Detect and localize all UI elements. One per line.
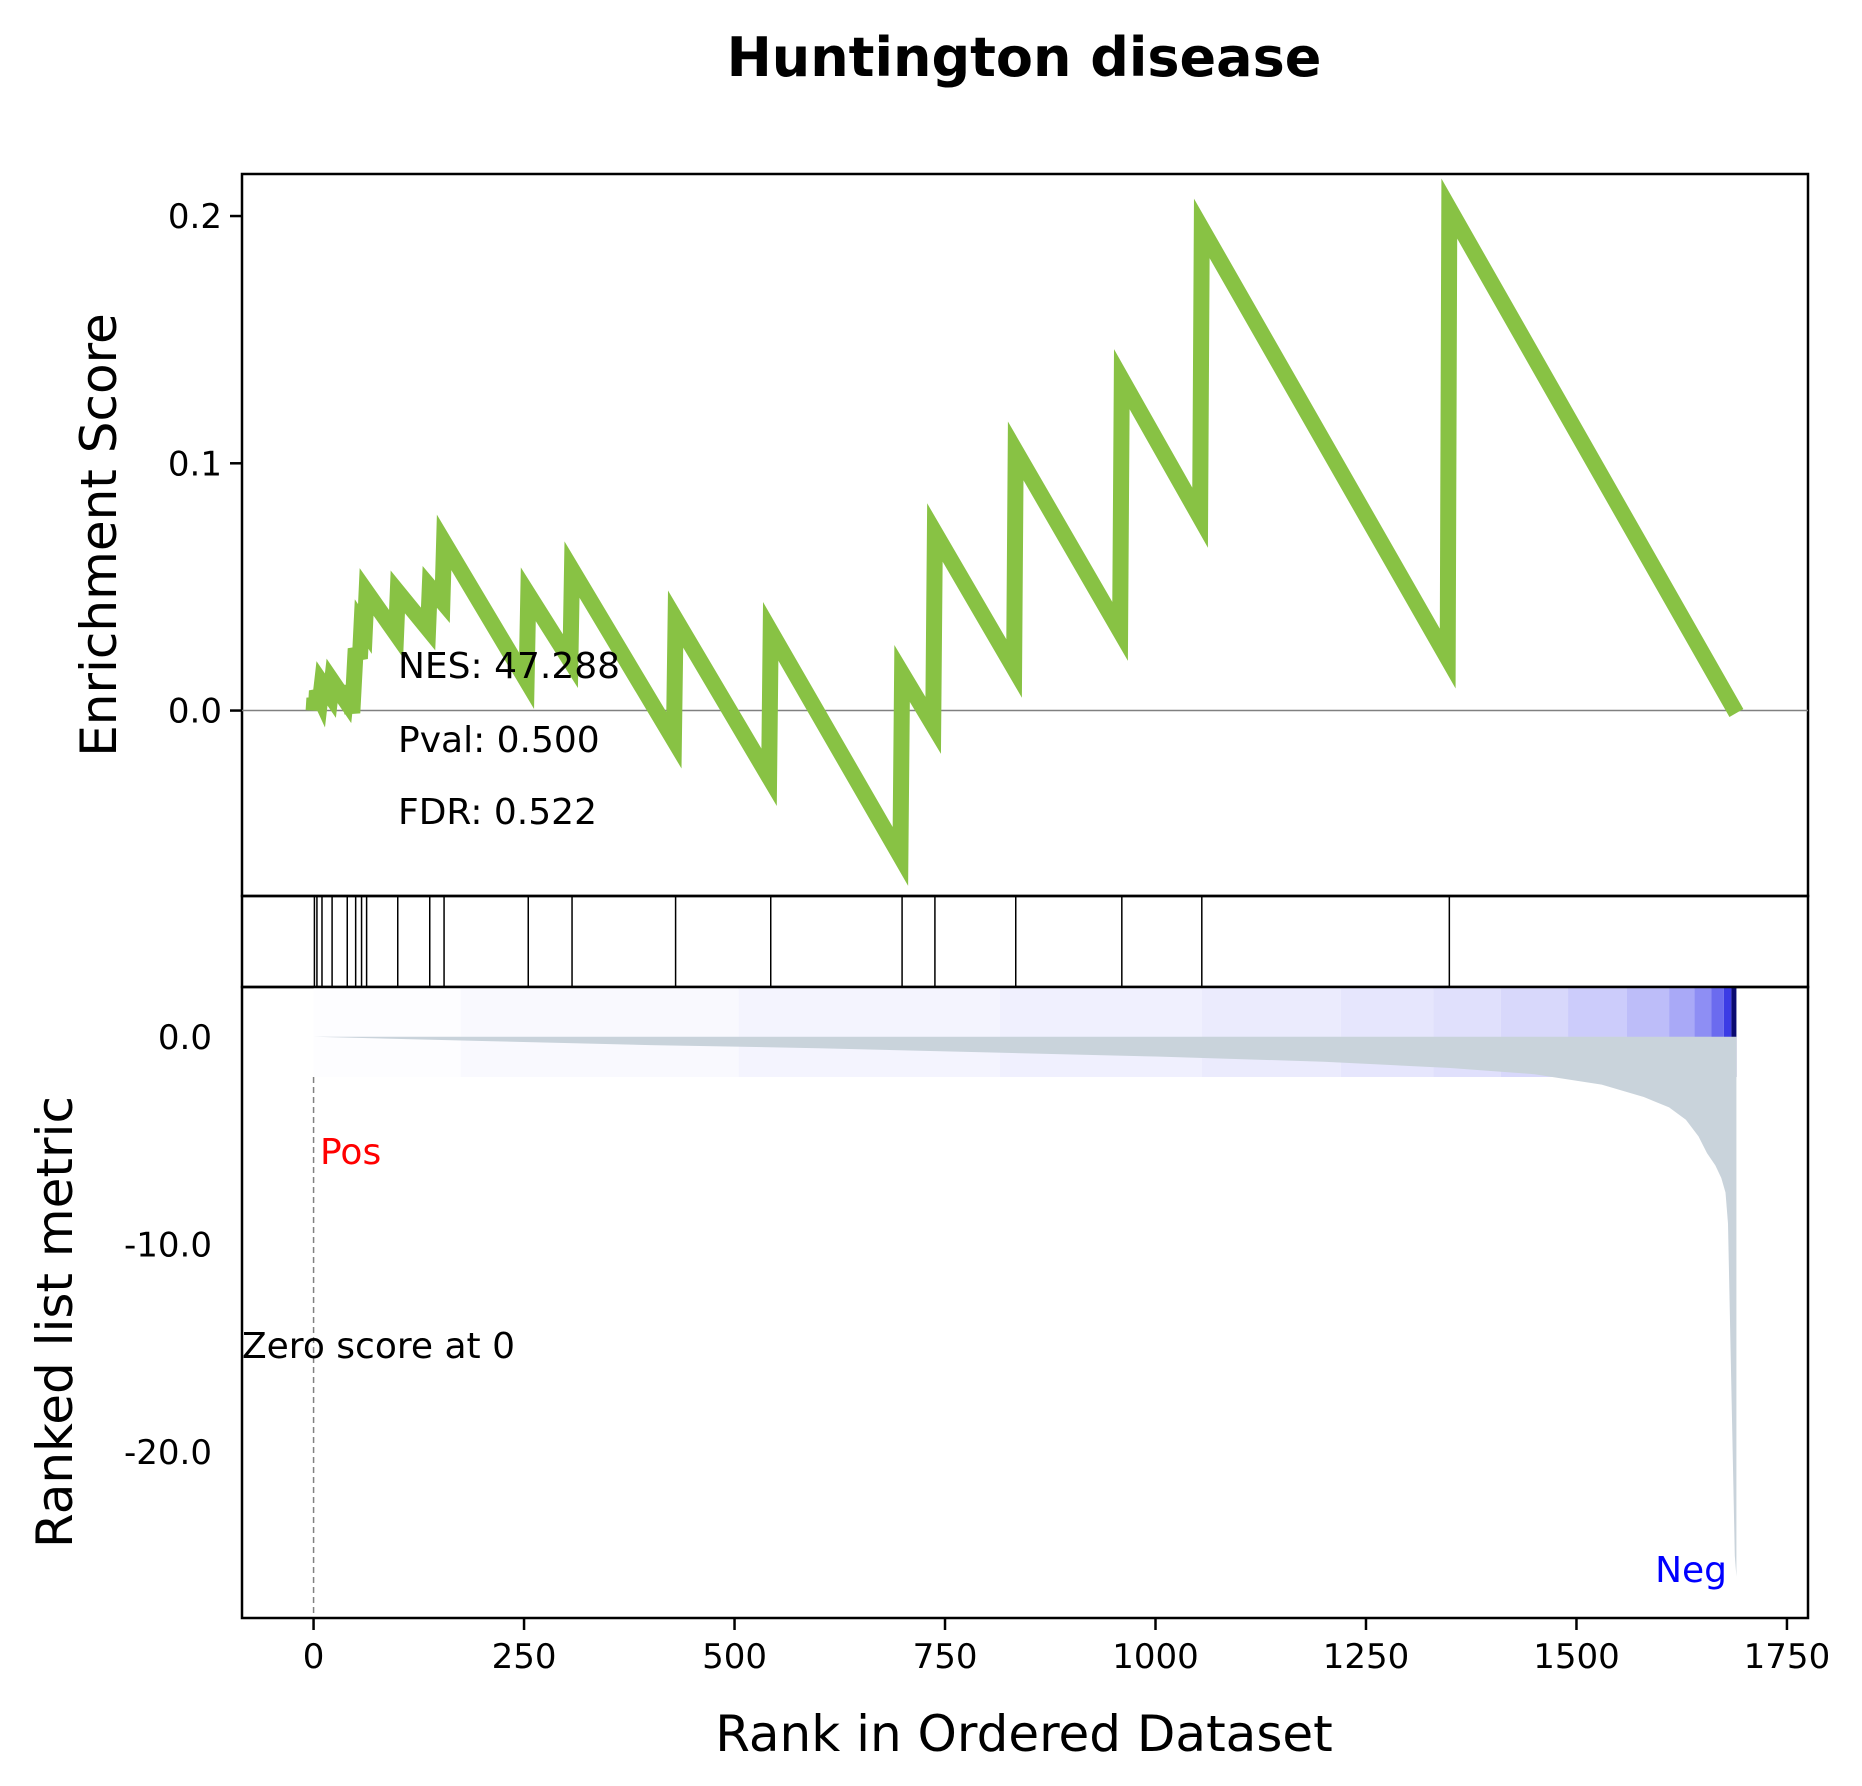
heat-band [999, 987, 1202, 1077]
nes-label: NES: 47.288 [398, 646, 620, 687]
metric-y-tick-label: -20.0 [124, 1433, 212, 1473]
x-tick-label: 0 [303, 1637, 325, 1677]
x-tick-label: 250 [492, 1637, 557, 1677]
heat-band [313, 987, 461, 1077]
ranked-metric-panel: 0.0 -10.0 -20.0 Pos Neg Zero score at 0 Ra… [26, 985, 1810, 1620]
heat-band [1723, 987, 1732, 1077]
enrichment-score-panel: 0.0 0.1 0.2 NES: 47.288 Pval: 0.500 FDR: 0… [70, 172, 1810, 898]
es-y-axis-label: Enrichment Score [70, 313, 128, 757]
es-y-tick-label: 0.1 [168, 444, 222, 484]
metric-y-tick-label: -10.0 [124, 1225, 212, 1265]
x-tick-label: 500 [702, 1637, 767, 1677]
x-tick-label: 1000 [1112, 1637, 1199, 1677]
x-axis: 0 250 500 750 1000 1250 1500 1750 [303, 1618, 1830, 1677]
zero-score-label: Zero score at 0 [242, 1326, 515, 1367]
chart-title: Huntington disease [727, 26, 1322, 89]
enrichment-score-line [305, 178, 1744, 886]
ranked-metric-area [313, 1036, 1737, 1577]
metric-y-axis-label: Ranked list metric [26, 1096, 84, 1548]
gene-hits-panel [240, 894, 1810, 989]
metric-plot-frame [240, 985, 1810, 1620]
heat-band [460, 987, 739, 1077]
x-tick-label: 1750 [1744, 1637, 1831, 1677]
pval-label: Pval: 0.500 [398, 720, 600, 761]
x-tick-label: 1250 [1323, 1637, 1410, 1677]
fdr-label: FDR: 0.522 [398, 792, 597, 833]
hits-frame [240, 894, 1810, 989]
heat-band [1201, 987, 1341, 1077]
es-y-tick-label: 0.0 [168, 692, 222, 732]
pos-label: Pos [320, 1132, 381, 1173]
es-plot-frame [240, 172, 1810, 898]
heat-band [1731, 987, 1737, 1077]
heat-band [738, 987, 1000, 1077]
neg-label: Neg [1655, 1550, 1727, 1591]
x-axis-label: Rank in Ordered Dataset [715, 1705, 1332, 1763]
x-tick-label: 750 [913, 1637, 978, 1677]
metric-y-tick-label: 0.0 [158, 1018, 212, 1058]
x-tick-label: 1500 [1533, 1637, 1620, 1677]
es-y-tick-label: 0.2 [168, 197, 222, 237]
